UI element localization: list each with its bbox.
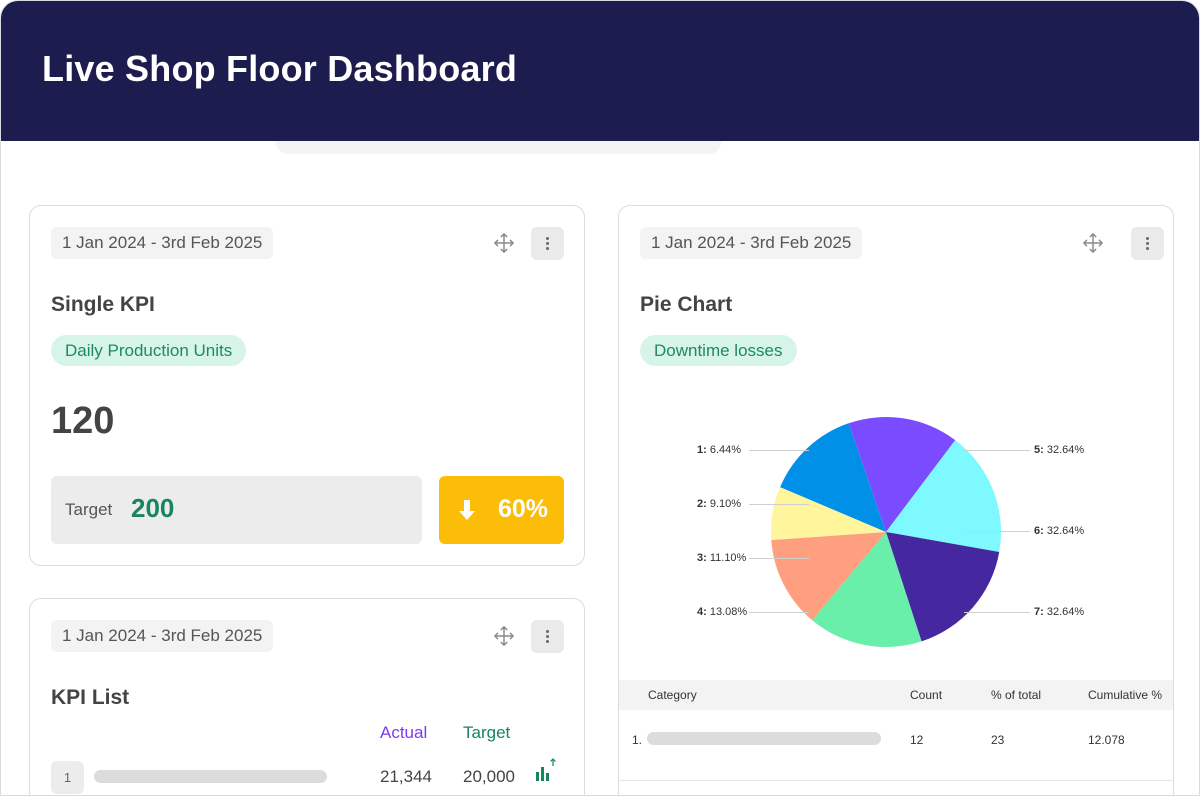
pie-leader-line (749, 612, 809, 613)
pie-leader-line (749, 504, 809, 505)
pie-chart-card: 1 Jan 2024 - 3rd Feb 2025 Pie Chart Down… (618, 205, 1174, 795)
page-title: Live Shop Floor Dashboard (42, 48, 518, 89)
arrow-down-icon (459, 500, 475, 520)
pie-slice-6 (886, 440, 1001, 552)
move-icon[interactable] (1082, 232, 1104, 254)
pie-slice-4 (812, 532, 922, 648)
target-label: Target (65, 500, 113, 519)
category-placeholder (647, 732, 881, 745)
header-tab-shadow (276, 141, 721, 154)
th-cumulative: Cumulative % (1088, 688, 1163, 702)
pie-leader-line (749, 558, 809, 559)
pie-label-6: 6: 32.64% (1034, 525, 1085, 537)
table-divider (619, 780, 1173, 781)
pie-label-5: 5: 32.64% (1034, 444, 1085, 456)
date-range-chip[interactable]: 1 Jan 2024 - 3rd Feb 2025 (51, 620, 274, 652)
move-icon[interactable] (493, 625, 515, 647)
kpi-list-card: 1 Jan 2024 - 3rd Feb 2025 KPI List Actua… (29, 598, 585, 795)
table-header: Category Count % of total Cumulative % (619, 680, 1173, 710)
th-count: Count (910, 688, 943, 702)
row-target: 20,000 (463, 767, 515, 786)
target-value: 200 (131, 493, 175, 523)
row-count: 12 (910, 733, 924, 747)
target-box: Target 200 (51, 476, 422, 544)
column-header-target: Target (463, 723, 511, 742)
card-menu-button[interactable] (531, 620, 564, 653)
row-index: 1 (51, 761, 84, 794)
pie-slice-5 (848, 417, 956, 532)
card-menu-button[interactable] (531, 227, 564, 260)
pie-slice-7 (886, 532, 1000, 642)
row-cumulative: 12.078 (1088, 733, 1125, 747)
delta-value: 60% (498, 495, 549, 523)
pie-label-1: 1: 6.44% (697, 444, 742, 456)
pie-leader-line (749, 450, 809, 451)
row-actual: 21,344 (380, 767, 432, 786)
kpi-value: 120 (51, 400, 115, 442)
move-icon[interactable] (493, 232, 515, 254)
pie-leader-line (964, 531, 1030, 532)
card-title: KPI List (51, 686, 130, 709)
metric-pill: Daily Production Units (51, 335, 247, 366)
single-kpi-card: 1 Jan 2024 - 3rd Feb 2025 Single KPI Dai… (29, 205, 585, 566)
column-header-actual: Actual (380, 723, 428, 742)
pie-leader-line (964, 612, 1030, 613)
dashboard-header: Live Shop Floor Dashboard (1, 1, 1199, 141)
card-title: Single KPI (51, 293, 155, 316)
date-range-chip[interactable]: 1 Jan 2024 - 3rd Feb 2025 (51, 227, 274, 259)
kpi-name-placeholder (94, 770, 327, 783)
date-range-chip[interactable]: 1 Jan 2024 - 3rd Feb 2025 (640, 227, 863, 259)
bar-chart-up-icon (536, 758, 556, 781)
row-index: 1. (632, 733, 643, 747)
pie-label-2: 2: 9.10% (697, 498, 742, 510)
pie-label-3: 3: 11.10% (697, 552, 747, 564)
pie-label-7: 7: 32.64% (1034, 606, 1085, 618)
delta-badge: 60% (439, 476, 564, 544)
th-percent: % of total (991, 688, 1042, 702)
pie-label-4: 4: 13.08% (697, 606, 748, 618)
card-menu-button[interactable] (1131, 227, 1164, 260)
pie-leader-line (964, 450, 1030, 451)
th-category: Category (648, 688, 697, 702)
pie-slice-2 (771, 487, 886, 541)
metric-pill: Downtime losses (640, 335, 797, 366)
row-percent: 23 (991, 733, 1005, 747)
card-title: Pie Chart (640, 293, 733, 316)
pie-slice-3 (771, 532, 886, 621)
pie-chart (771, 417, 1001, 648)
